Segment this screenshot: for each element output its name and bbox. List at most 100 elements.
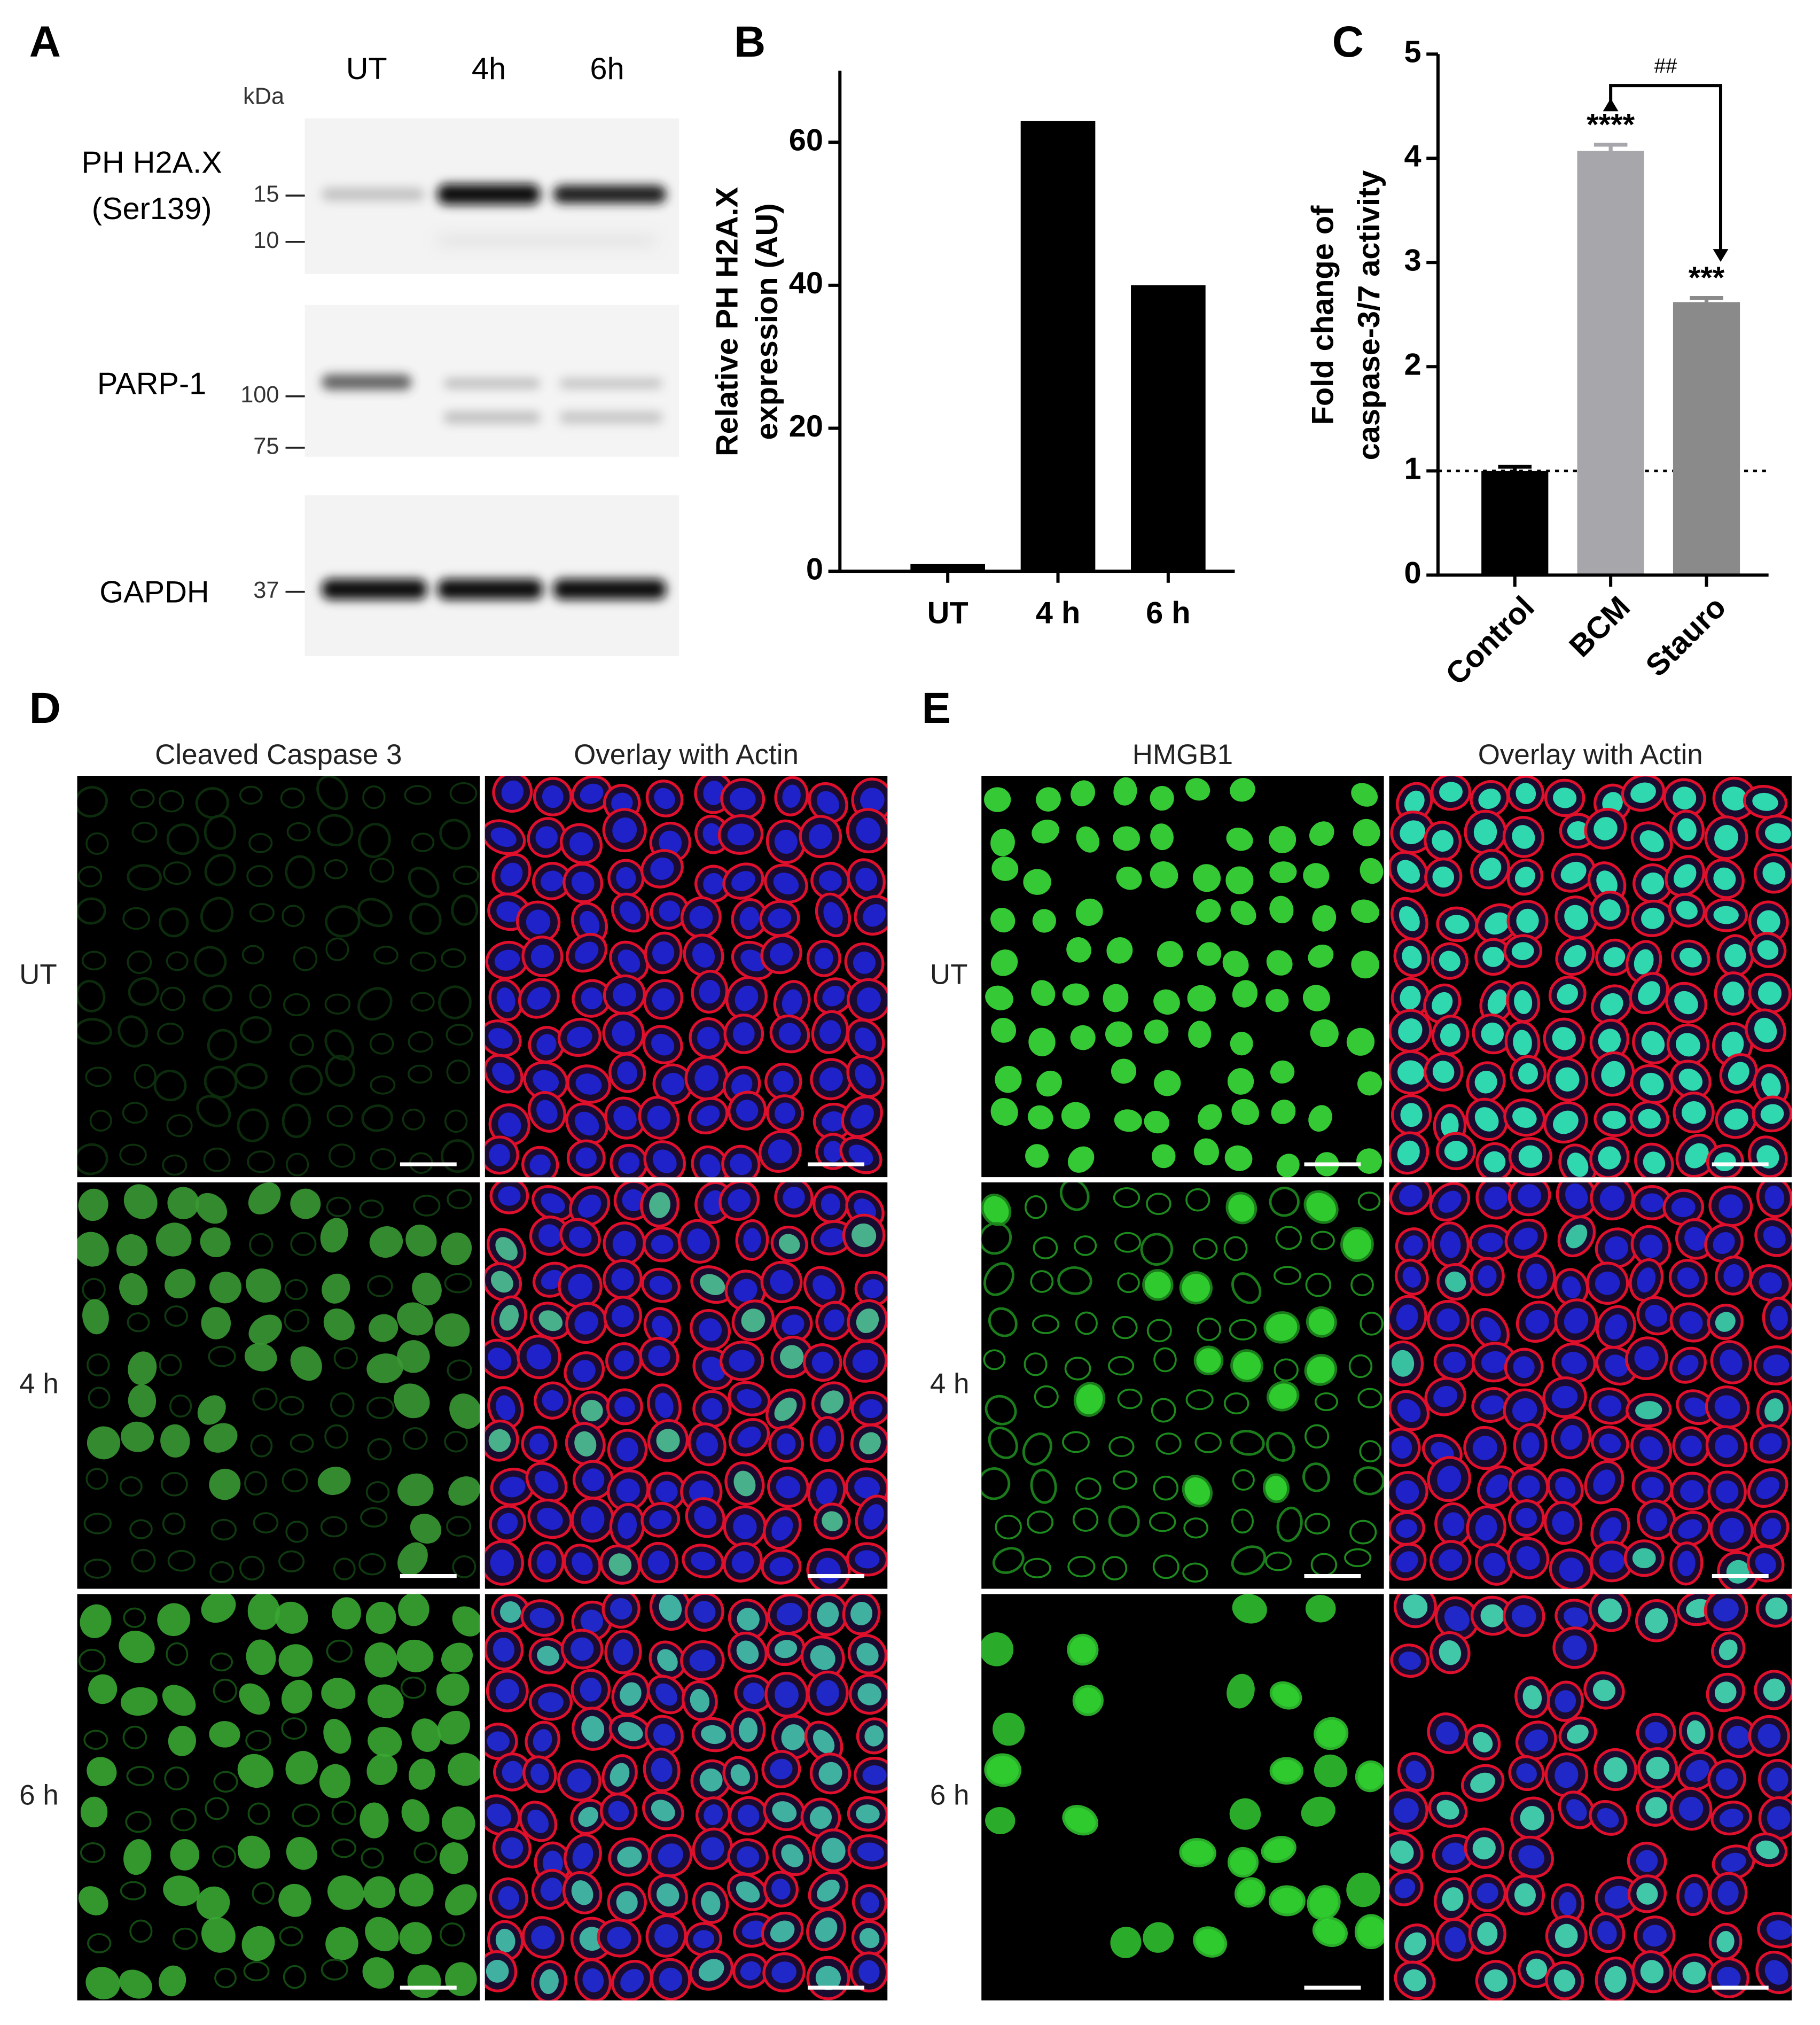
nucleus: [1483, 1553, 1505, 1576]
stained-cell: [239, 1016, 272, 1044]
nucleus: [1395, 1480, 1419, 1504]
faint-cell: [253, 1512, 279, 1534]
nucleus: [580, 1678, 602, 1702]
faint-cell: [330, 1392, 355, 1418]
nucleus: [1479, 858, 1502, 881]
markers: 15 10 100 75 37: [240, 182, 305, 603]
stained-cell: [1351, 951, 1379, 979]
nucleus: [612, 817, 637, 843]
nucleus: [769, 1557, 793, 1577]
stained-cell: [1231, 1545, 1266, 1576]
nucleus: [542, 1390, 564, 1411]
nucleus: [538, 1224, 561, 1247]
faint-cell: [1032, 1314, 1060, 1334]
stained-cell: [365, 1601, 396, 1634]
stained-cell: [1229, 1798, 1261, 1830]
nucleus: [1433, 1385, 1458, 1407]
stained-cell: [366, 1754, 397, 1785]
nucleus: [655, 1481, 678, 1502]
stained-cell: [361, 1104, 394, 1132]
stained-cell: [1153, 989, 1180, 1015]
stained-cell: [1106, 937, 1133, 964]
nucleus: [774, 1640, 798, 1658]
nucleus: [1480, 1395, 1504, 1415]
stained-cell: [239, 1683, 270, 1715]
stained-cell: [1304, 1353, 1338, 1386]
stained-cell: [200, 897, 234, 932]
stained-cell: [202, 984, 233, 1012]
nucleus: [1756, 1840, 1779, 1859]
micrograph: [981, 775, 1384, 1178]
nucleus: [611, 1268, 634, 1290]
stained-cell: [80, 1604, 112, 1638]
stained-cell: [399, 1922, 432, 1954]
nucleus: [855, 1027, 877, 1052]
nucleus: [855, 1550, 880, 1569]
stained-cell: [166, 823, 199, 855]
nucleus: [1714, 1681, 1737, 1703]
nucleus: [852, 1223, 877, 1248]
faint-cell: [404, 785, 432, 805]
nucleus: [1636, 1883, 1658, 1905]
faint-cell: [1024, 1195, 1048, 1219]
nucleus: [1397, 860, 1420, 884]
nucleus: [1643, 1925, 1667, 1947]
micrograph: [485, 775, 888, 1178]
stained-cell: [441, 1806, 475, 1840]
nucleus: [728, 1189, 751, 1212]
nucleus: [1605, 1314, 1627, 1339]
stained-cell: [278, 1644, 313, 1677]
stained-cell: [993, 1712, 1025, 1746]
nucleus: [703, 1190, 724, 1216]
stained-cell: [439, 1842, 468, 1874]
nucleus: [500, 862, 523, 886]
blot-strip: [304, 305, 679, 457]
faint-cell: [995, 1514, 1022, 1540]
faint-cell: [1072, 1507, 1099, 1532]
faint-cell: [164, 1766, 189, 1790]
y-axis-label: Fold change of: [1306, 205, 1340, 425]
nucleus: [693, 1930, 715, 1949]
nucleus: [1564, 1308, 1589, 1334]
faint-cell: [249, 1233, 274, 1257]
nucleus: [1684, 1397, 1707, 1417]
nucleus: [730, 1764, 751, 1786]
nucleus: [823, 1141, 843, 1162]
nucleus: [608, 1553, 632, 1576]
nucleus: [1763, 1226, 1786, 1249]
stained-cell: [408, 867, 440, 898]
lane-label: UT: [346, 52, 387, 86]
stained-cell: [196, 1886, 230, 1920]
nucleus: [1604, 1236, 1628, 1260]
nucleus: [572, 1552, 593, 1576]
nucleus: [1723, 1264, 1744, 1287]
nucleus: [658, 1843, 683, 1868]
faint-cell: [241, 945, 264, 964]
stained-cell: [1271, 1100, 1296, 1124]
stained-cell: [1268, 1885, 1306, 1917]
stained-cell: [1028, 1027, 1056, 1056]
stained-cell: [1187, 985, 1216, 1012]
nucleus: [1400, 985, 1421, 1010]
nucleus: [1518, 1063, 1538, 1085]
stained-cell: [1225, 866, 1254, 894]
band: [321, 579, 427, 600]
faint-cell: [292, 1803, 320, 1827]
faint-cell: [87, 1933, 112, 1953]
stained-cell: [123, 1184, 158, 1219]
nucleus: [1686, 1759, 1709, 1782]
stained-cell: [118, 1015, 149, 1048]
stained-cell: [984, 1753, 1021, 1787]
stained-cell: [204, 853, 236, 886]
nucleus: [1475, 1515, 1497, 1541]
nucleus: [1437, 1466, 1462, 1493]
nucleus: [490, 1549, 514, 1576]
nucleus: [819, 1228, 845, 1248]
nucleus: [492, 1062, 515, 1085]
nucleus: [1520, 1805, 1544, 1831]
stained-cell: [412, 1272, 442, 1306]
nucleus: [1402, 1266, 1421, 1288]
faint-cell: [88, 1387, 111, 1409]
y-tick-label: 3: [1404, 244, 1421, 278]
nucleus: [781, 1724, 806, 1750]
